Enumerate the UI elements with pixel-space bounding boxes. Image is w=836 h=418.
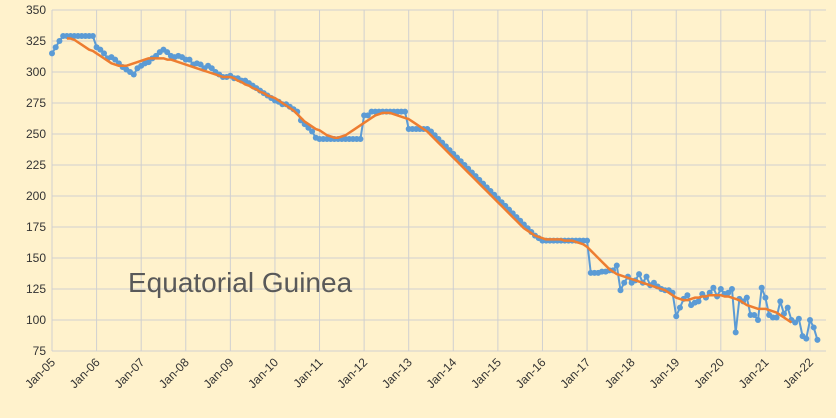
annotation: Equatorial Guinea — [128, 267, 353, 298]
data-point — [617, 287, 624, 294]
data-point — [732, 329, 739, 336]
data-point — [695, 298, 702, 305]
data-point — [621, 279, 628, 286]
data-point — [401, 108, 408, 115]
y-tick-label: 350 — [26, 3, 46, 17]
data-point — [758, 284, 765, 291]
data-point — [186, 56, 193, 63]
y-tick-label: 275 — [26, 96, 46, 110]
data-point — [364, 112, 371, 119]
data-point — [643, 273, 650, 280]
y-tick-label: 200 — [26, 189, 46, 203]
data-point — [717, 286, 724, 292]
lines — [49, 33, 821, 343]
data-point — [814, 336, 821, 343]
data-point — [725, 289, 732, 296]
data-point — [97, 46, 104, 53]
data-point — [130, 71, 137, 78]
data-point — [762, 294, 769, 301]
data-point — [164, 49, 171, 56]
data-point — [777, 298, 784, 305]
data-point — [807, 317, 813, 323]
y-tick-label: 225 — [26, 158, 46, 172]
y-tick-label: 75 — [33, 344, 47, 358]
data-point — [145, 59, 152, 66]
y-tick-label: 300 — [26, 65, 46, 79]
data-point — [52, 44, 59, 51]
data-point — [89, 33, 96, 40]
data-point — [684, 292, 691, 299]
data-point — [101, 50, 108, 57]
data-point — [650, 279, 657, 286]
data-point — [754, 317, 761, 323]
data-point — [613, 262, 620, 269]
data-point — [636, 271, 643, 278]
data-point — [803, 335, 810, 342]
data-point — [357, 135, 364, 142]
data-point — [49, 50, 55, 57]
data-point — [792, 319, 799, 326]
data-point — [676, 304, 683, 311]
grid — [51, 9, 826, 352]
data-point — [751, 312, 758, 319]
data-point — [795, 315, 802, 322]
data-point — [112, 56, 119, 63]
y-tick-label: 150 — [26, 251, 46, 265]
series-line — [66, 37, 793, 324]
y-tick-label: 125 — [26, 282, 46, 296]
data-point — [309, 128, 316, 135]
data-point — [773, 314, 780, 321]
data-point — [810, 324, 817, 331]
data-point — [197, 61, 204, 68]
data-point — [208, 65, 215, 72]
y-tick-label: 175 — [26, 220, 46, 234]
data-point — [673, 313, 680, 320]
y-tick-label: 100 — [26, 313, 46, 327]
data-point — [743, 294, 750, 301]
y-tick-label: 250 — [26, 127, 46, 141]
data-point — [56, 38, 63, 44]
data-point — [584, 237, 591, 244]
data-point — [728, 286, 735, 292]
y-tick-label: 325 — [26, 34, 46, 48]
data-point — [710, 284, 717, 291]
data-point — [784, 304, 791, 311]
